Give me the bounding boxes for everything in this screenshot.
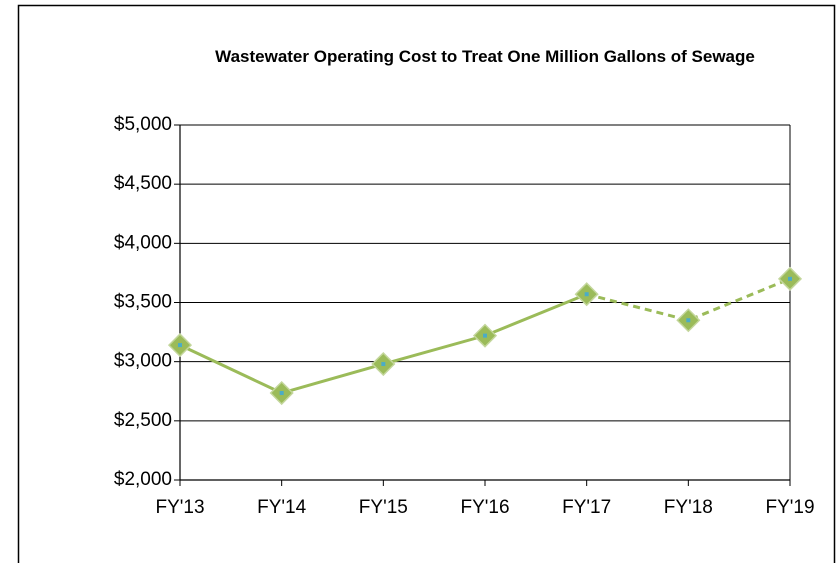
y-tick-label: $4,000 [114,232,172,253]
x-tick-label: FY'19 [765,497,814,518]
marker-center [178,343,182,348]
x-tick-label: FY'18 [664,497,713,518]
marker-center [584,292,589,297]
y-tick-label: $2,500 [114,410,172,431]
y-tick-label: $3,000 [114,351,172,372]
title-line: Wastewater Operating Cost to Treat One M… [215,47,755,66]
x-tick-label: FY'15 [359,497,408,518]
y-tick-label: $3,500 [114,292,172,313]
x-tick-label: FY'16 [460,497,509,518]
marker-center [381,362,386,367]
x-tick-label: FY'17 [562,497,611,518]
marker-center [788,276,792,281]
chart-border [17,4,836,563]
y-tick-label: $5,000 [114,114,172,135]
y-tick-label: $2,000 [114,469,172,490]
y-tick-label: $4,500 [114,173,172,194]
marker-center [686,318,691,323]
marker-center [279,391,284,396]
chart-title: Wastewater Operating Cost to Treat One M… [215,47,755,66]
x-tick-label: FY'14 [257,497,306,518]
x-tick-label: FY'13 [155,497,204,518]
marker-center [483,333,487,338]
